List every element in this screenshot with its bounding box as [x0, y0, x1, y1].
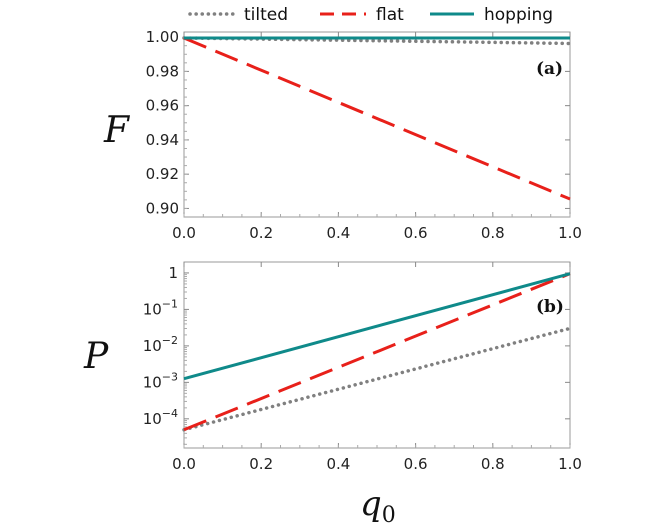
x-axis-label-q: q [360, 484, 382, 524]
panel-b-y-tick-label: 1 [168, 264, 178, 282]
panel-b-y-tick-label: 10−1 [143, 297, 178, 318]
x-axis-label: q0 [360, 484, 396, 525]
panel-b-y-tick-label: 10−4 [143, 407, 178, 428]
panel-b-series-flat [183, 272, 571, 432]
legend-label-tilted: tilted [244, 5, 288, 25]
panel-a-x-tick-label: 0.6 [404, 224, 428, 242]
panel-a-y-tick-label: 0.90 [146, 199, 179, 217]
panel-b-y-axis-label: P [83, 336, 109, 377]
panel-b-x-tick-label: 1.0 [558, 455, 582, 473]
panel-b-ticks: 0.0 0.2 0.4 0.6 0.8 1.0 1 10−1 10−2 10−3 10−4 [143, 262, 582, 473]
panel-a-x-tick-label: 0.4 [326, 224, 350, 242]
panel-a-y-tick-label: 0.96 [146, 97, 179, 115]
panel-a-fidelity-plot: 0.0 0.2 0.4 0.6 0.8 1.0 0.90 0.92 0.94 0.96 0.98 1.… [103, 28, 582, 242]
panel-b-x-tick-label: 0.6 [404, 455, 428, 473]
panel-a-y-tick-label: 0.92 [146, 165, 179, 183]
x-axis-label-subscript: 0 [382, 503, 396, 525]
panel-a-y-axis-label: F [103, 110, 131, 151]
panel-a-frame [183, 31, 571, 218]
panel-a-x-tick-label: 0.8 [481, 224, 505, 242]
panel-b-x-tick-label: 0.4 [326, 455, 350, 473]
panel-b-series-tilted [182, 326, 572, 432]
panel-b-x-tick-label: 0.0 [172, 455, 196, 473]
panel-a-label: (a) [536, 59, 563, 79]
panel-a-ticks: 0.0 0.2 0.4 0.6 0.8 1.0 0.90 0.92 0.94 0.96 0.98 1.… [146, 28, 582, 242]
panel-a-series-flat [183, 36, 571, 201]
panel-b-x-tick-label: 0.2 [249, 455, 273, 473]
panel-b-series-hopping [183, 272, 571, 381]
panel-a-series-tilted [182, 36, 572, 46]
panel-b-y-tick-label: 10−3 [143, 370, 178, 391]
legend-label-flat: flat [376, 5, 404, 25]
panel-b-y-tick-label: 10−2 [143, 334, 178, 355]
panel-a-x-tick-label: 0.0 [172, 224, 196, 242]
panel-a-y-tick-label: 0.98 [146, 62, 179, 80]
panel-a-series [182, 36, 572, 201]
legend: tilted flat hopping [188, 5, 553, 25]
panel-b-label: (b) [536, 297, 564, 317]
panel-a-y-tick-label: 1.00 [146, 28, 179, 46]
panel-a-x-tick-label: 0.2 [249, 224, 273, 242]
legend-label-hopping: hopping [484, 5, 553, 25]
panel-a-y-tick-label: 0.94 [146, 131, 179, 149]
panel-b-series [182, 272, 572, 432]
panel-a-x-tick-label: 1.0 [558, 224, 582, 242]
panel-b-x-tick-label: 0.8 [481, 455, 505, 473]
